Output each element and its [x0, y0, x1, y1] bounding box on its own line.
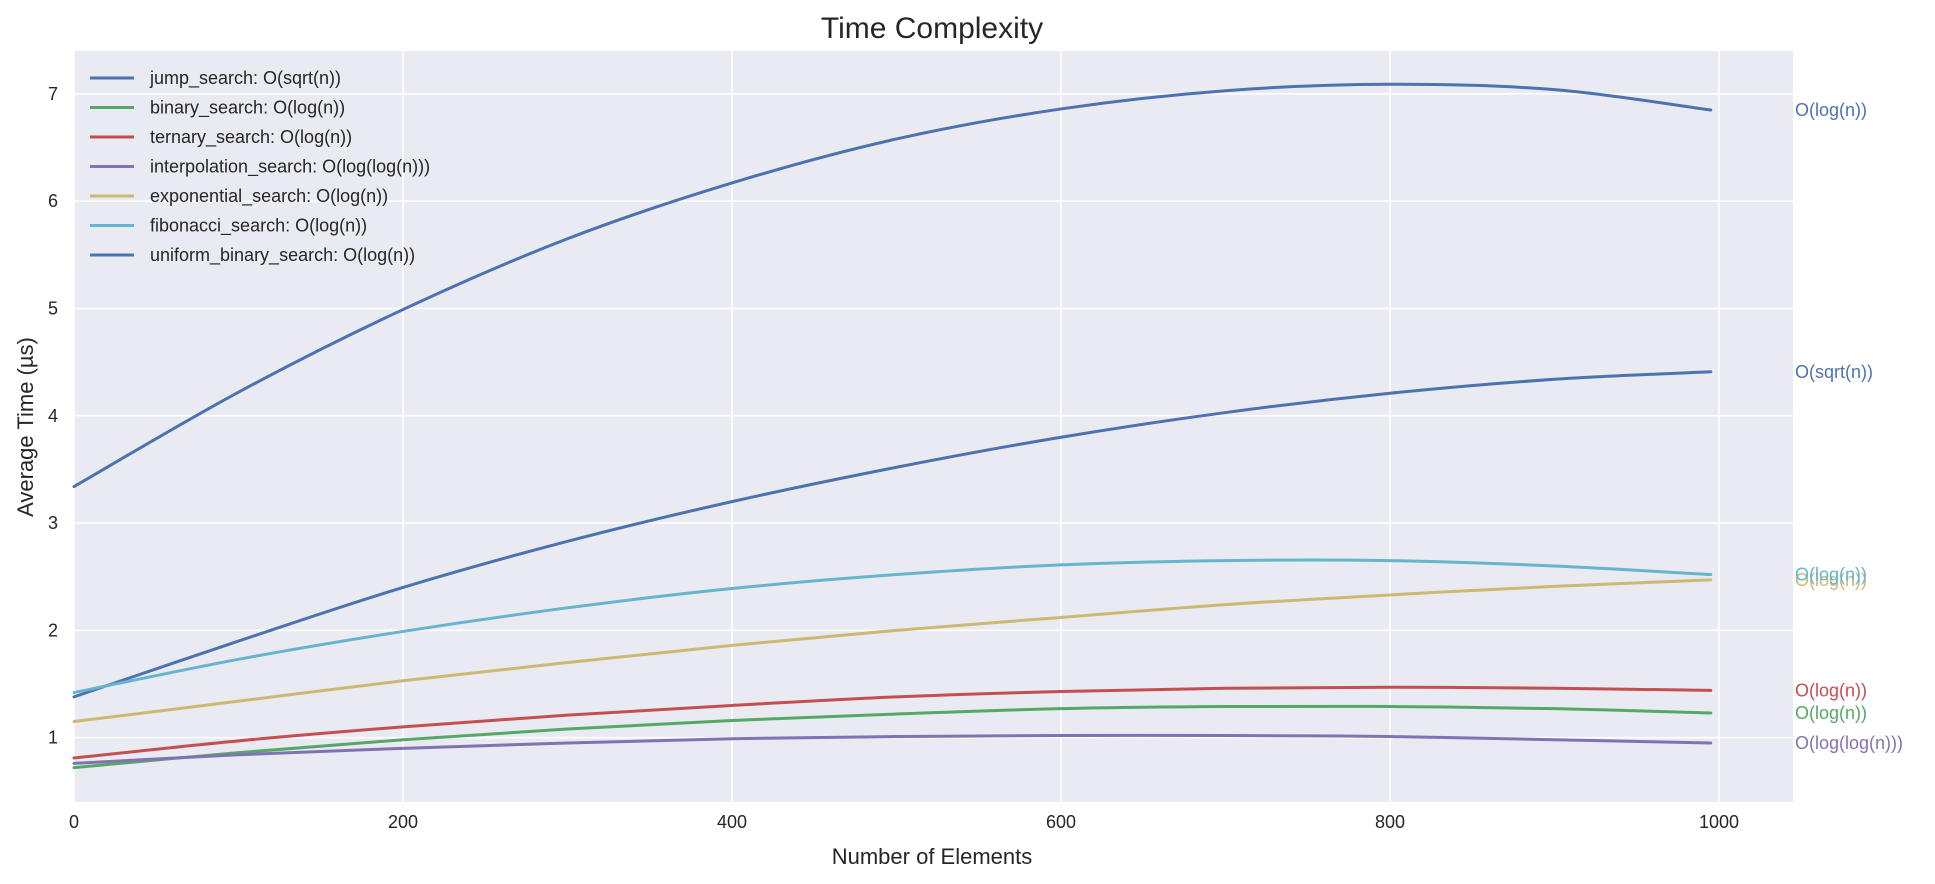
x-tick-label: 200: [388, 812, 418, 832]
x-tick-label: 0: [69, 812, 79, 832]
x-tick-label: 600: [1046, 812, 1076, 832]
legend-label-exponential-search: exponential_search: O(log(n)): [150, 186, 388, 207]
y-tick-label: 1: [48, 728, 58, 748]
legend-label-ternary-search: ternary_search: O(log(n)): [150, 127, 352, 148]
y-tick-label: 6: [48, 191, 58, 211]
legend-label-uniform-binary-search: uniform_binary_search: O(log(n)): [150, 245, 415, 266]
legend-label-fibonacci-search: fibonacci_search: O(log(n)): [150, 216, 367, 237]
end-label-exponential-search: O(log(n)): [1795, 570, 1867, 590]
legend: jump_search: O(sqrt(n)) binary_search: O(…: [90, 68, 430, 266]
y-tick-label: 4: [48, 406, 58, 426]
chart-title: Time Complexity: [821, 12, 1043, 45]
series-line-exponential-search: [72, 578, 1713, 724]
end-label-interpolation-search: O(log(log(n))): [1795, 733, 1903, 753]
end-label-uniform-binary-search: O(log(n)): [1795, 100, 1867, 120]
y-tick-label: 5: [48, 298, 58, 318]
plot-area: [74, 51, 1793, 802]
y-tick-label: 7: [48, 84, 58, 104]
y-tick-label: 3: [48, 513, 58, 533]
x-tick-label: 1000: [1699, 812, 1739, 832]
legend-label-jump-search: jump_search: O(sqrt(n)): [149, 68, 341, 89]
end-label-jump-search: O(sqrt(n)): [1795, 362, 1873, 382]
series-line-binary-search: [72, 704, 1713, 770]
series-line-fibonacci-search: [72, 558, 1713, 695]
x-axis-label: Number of Elements: [832, 844, 1033, 869]
end-label-fibonacci-search: O(log(n)): [1795, 565, 1867, 585]
series-lines: [72, 82, 1713, 770]
legend-label-binary-search: binary_search: O(log(n)): [150, 98, 345, 119]
y-axis-label: Average Time (µs): [13, 337, 38, 517]
x-tick-label: 800: [1375, 812, 1405, 832]
y-tick-labels: 1 2 3 4 5 6 7: [48, 84, 58, 748]
series-line-jump-search: [72, 370, 1713, 699]
end-label-ternary-search: O(log(n)): [1795, 680, 1867, 700]
legend-label-interpolation-search: interpolation_search: O(log(log(n))): [150, 157, 430, 178]
x-tick-labels: 0 200 400 600 800 1000: [69, 812, 1739, 832]
series-line-interpolation-search: [72, 733, 1713, 765]
end-label-binary-search: O(log(n)): [1795, 703, 1867, 723]
series-line-uniform-binary-search: [72, 82, 1713, 489]
x-tick-label: 400: [717, 812, 747, 832]
series-line-ternary-search: [72, 685, 1713, 760]
series-end-labels: O(sqrt(n))O(log(n))O(log(n))O(log(log(n)…: [1795, 100, 1903, 753]
y-tick-label: 2: [48, 620, 58, 640]
